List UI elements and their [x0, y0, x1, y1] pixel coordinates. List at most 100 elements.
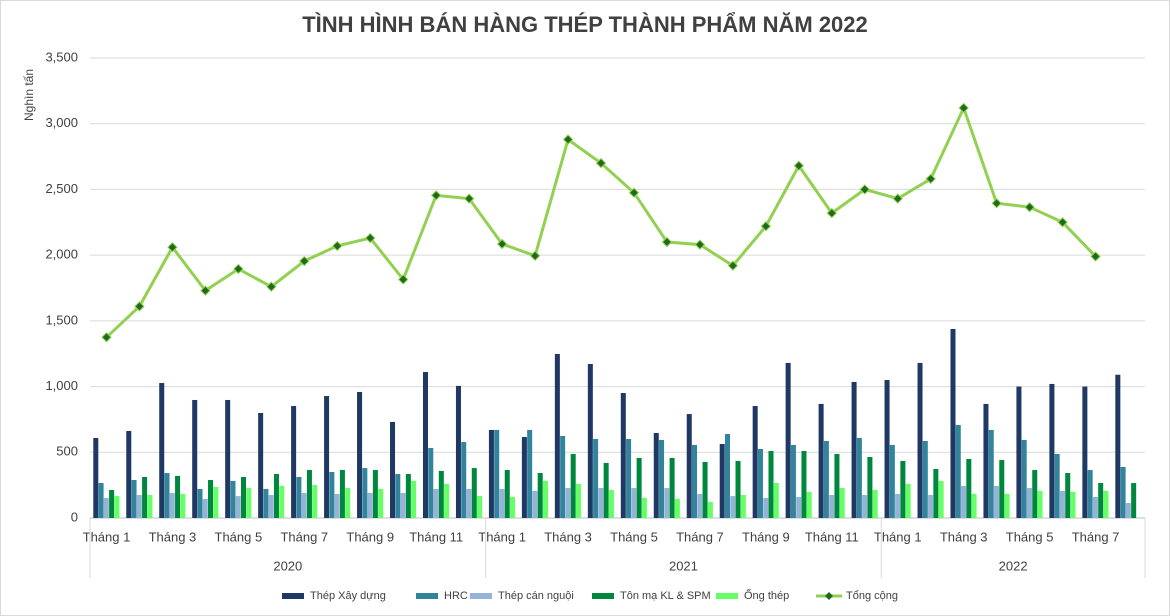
y-tick-label: 2,500 [45, 181, 78, 196]
bar [785, 362, 791, 518]
bar [225, 399, 231, 518]
x-group-label: 2020 [273, 558, 302, 573]
bar [114, 496, 120, 518]
bar [950, 329, 956, 518]
bar [527, 429, 533, 518]
bar [768, 450, 774, 518]
legend-swatch [470, 593, 492, 599]
bar [1054, 453, 1060, 518]
bar [862, 495, 868, 518]
bar [1131, 483, 1137, 518]
line-marker [1090, 251, 1101, 262]
bar [818, 403, 824, 518]
y-tick-label: 0 [71, 509, 78, 524]
line-marker [826, 207, 838, 219]
legend-label: HRC [444, 590, 468, 602]
bar [306, 470, 312, 518]
line-marker [1057, 217, 1068, 228]
bar [796, 496, 802, 518]
bar [263, 488, 269, 518]
line-marker [991, 198, 1002, 209]
y-tick-label: 2,000 [45, 247, 78, 262]
line-marker [332, 240, 343, 252]
bar [240, 476, 247, 518]
bar [872, 490, 878, 518]
bar [659, 439, 665, 518]
line-marker [430, 190, 442, 201]
bar [136, 495, 142, 518]
bar [999, 460, 1005, 518]
bar [147, 495, 153, 518]
bar [98, 483, 104, 518]
legend-swatch [592, 593, 614, 599]
legend-marker [825, 592, 833, 600]
bar [164, 473, 170, 518]
line-marker [925, 173, 936, 185]
line-marker [694, 239, 706, 250]
line-marker [365, 232, 376, 244]
bar [895, 493, 901, 518]
x-tick-label: Tháng 5 [215, 529, 263, 544]
bar [329, 472, 335, 518]
bar [565, 488, 571, 518]
bar [719, 444, 725, 518]
line-marker [134, 301, 145, 312]
bar [641, 498, 647, 518]
bar [1087, 470, 1093, 518]
x-tick-label: Tháng 11 [409, 529, 463, 544]
bar [966, 458, 972, 518]
bar [1049, 383, 1055, 518]
bar [175, 475, 181, 518]
bar [752, 406, 758, 518]
bar [273, 473, 279, 518]
bar [692, 444, 698, 518]
x-tick-label: Tháng 5 [610, 529, 658, 544]
bar [103, 498, 109, 518]
bar [466, 488, 472, 518]
bar [707, 501, 713, 518]
bar [856, 437, 862, 518]
bar [834, 453, 840, 518]
bar [593, 439, 599, 518]
legend-label: Thép cán nguội [498, 590, 574, 602]
bar [631, 488, 637, 518]
bar [702, 462, 708, 518]
bar [1026, 488, 1032, 518]
bar [488, 429, 494, 518]
line-marker [628, 187, 640, 198]
x-group-label: 2021 [669, 558, 698, 573]
y-tick-label: 3,500 [45, 49, 78, 64]
bar [362, 468, 368, 518]
bar [235, 496, 241, 518]
legend-label: Thép Xây dựng [310, 590, 386, 602]
legend-label: Ống thép [744, 588, 789, 602]
bar [664, 488, 670, 518]
bar [730, 496, 736, 518]
bar [560, 435, 566, 518]
bar [169, 493, 175, 518]
x-tick-label: Tháng 1 [83, 529, 131, 544]
bar [455, 385, 461, 518]
bar [994, 485, 1000, 518]
bar [724, 434, 730, 518]
bar [477, 496, 483, 518]
bar [461, 442, 467, 518]
line-marker [397, 274, 409, 285]
x-tick-label: Tháng 11 [805, 529, 859, 544]
bar [839, 488, 845, 518]
chart-title: TÌNH HÌNH BÁN HÀNG THÉP THÀNH PHẨM NĂM 2… [302, 12, 868, 37]
bar [823, 440, 829, 518]
bar [296, 476, 302, 518]
x-tick-label: Tháng 9 [346, 529, 394, 544]
bar [988, 429, 994, 518]
bar [411, 480, 417, 518]
bar [1103, 490, 1109, 518]
x-tick-label: Tháng 3 [149, 529, 197, 544]
bar [367, 493, 373, 518]
bar [938, 480, 944, 518]
bar [334, 493, 340, 518]
bar [197, 488, 203, 518]
bar [1098, 483, 1104, 518]
